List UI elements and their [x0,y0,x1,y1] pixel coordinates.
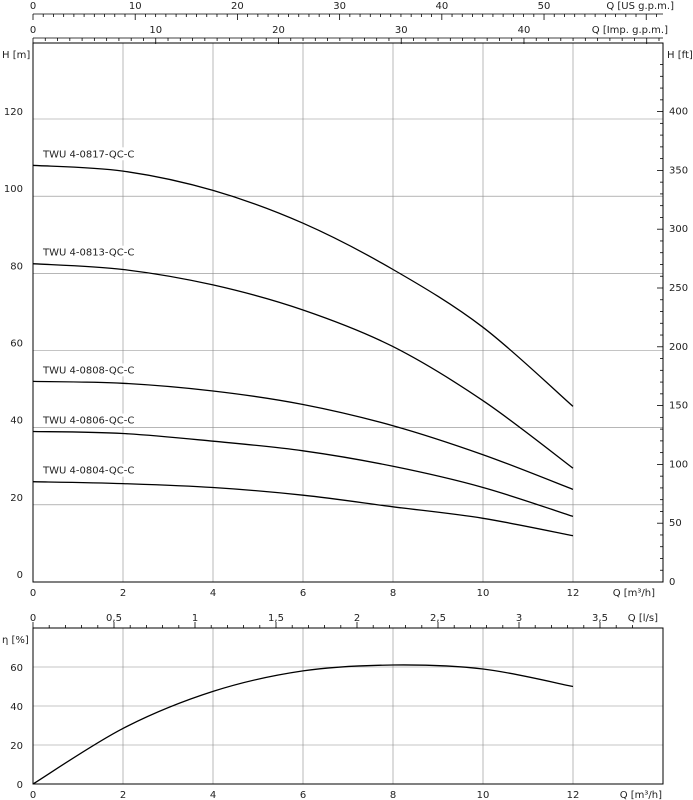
h-ft-axis-label: H [ft] [667,50,693,61]
q-m3h-tick-label: 4 [210,790,216,800]
h-ft-tick-label: 50 [669,518,682,529]
h-ft-tick-label: 200 [669,342,688,353]
imp-gpm-tick-label: 30 [395,25,408,36]
plot-frame [32,42,664,583]
q-ls-tick-label: 0,5 [106,613,122,624]
head-curve [32,263,574,469]
imp-gpm-tick-label: 20 [272,25,285,36]
us-gpm-tick-label: 40 [435,1,448,12]
h-ft-tick-label: 250 [669,283,688,294]
q-m3h-axis-label: Q [m³/h] [613,588,655,599]
q-m3h-tick-label: 4 [210,588,216,599]
q-ls-tick-label: 2 [354,613,360,624]
h-ft-tick-label: 400 [669,107,688,118]
q-m3h-tick-label: 2 [120,790,126,800]
q-ls-tick-label: 0 [30,613,36,624]
q-m3h-tick-label: 6 [300,588,306,599]
h-m-tick-label: 120 [4,107,23,118]
q-m3h-tick-label: 0 [30,790,36,800]
us-gpm-tick-label: 30 [333,1,346,12]
curve-label: TWU 4-0808-QC-C [42,365,134,376]
curve-label: TWU 4-0804-QC-C [42,466,134,477]
imp-gpm-axis-label: Q [Imp. g.p.m.] [592,25,668,36]
eta-tick-label: 40 [10,702,23,713]
us-gpm-axis-label: Q [US g.p.m.] [606,1,674,12]
plot-frame [32,627,664,785]
h-ft-tick-label: 300 [669,224,688,235]
curve-label-bg [40,363,160,377]
efficiency-curve [32,664,574,785]
us-gpm-tick-label: 50 [538,1,551,12]
head-curve [32,380,574,491]
q-m3h-tick-label: 10 [477,790,490,800]
h-ft-tick-label: 150 [669,401,688,412]
h-m-tick-label: 80 [10,261,23,272]
h-m-tick-label: 0 [17,570,23,581]
head-chart: 0 10 20 30 40 50 Q [US g.p.m.]0 10 20 30 40 Q [Imp.… [2,1,693,599]
q-m3h-axis-label: Q [m³/h] [620,790,662,800]
us-gpm-tick-label: 20 [231,1,244,12]
curve-label-bg [40,147,160,161]
curve-label: TWU 4-0817-QC-C [42,149,134,160]
h-ft-tick-label: 100 [669,459,688,470]
h-ft-tick-label: 0 [669,577,675,588]
h-m-tick-label: 40 [10,416,23,427]
q-m3h-tick-label: 10 [477,588,490,599]
h-m-tick-label: 100 [4,184,23,195]
head-curve [32,164,574,407]
imp-gpm-tick-label: 40 [518,25,531,36]
h-m-tick-label: 60 [10,339,23,350]
curve-label-bg [40,463,160,477]
imp-gpm-tick-label: 0 [30,25,36,36]
us-gpm-tick-label: 0 [30,1,36,12]
curve-label: TWU 4-0813-QC-C [42,248,134,259]
eta-axis-label: η [%] [2,635,29,646]
q-ls-tick-label: 2,5 [430,613,446,624]
eta-tick-label: 20 [10,741,23,752]
q-m3h-tick-label: 8 [390,790,396,800]
head-curve [32,481,574,537]
q-m3h-tick-label: 0 [30,588,36,599]
h-m-axis-label: H [m] [2,50,30,61]
q-ls-axis-label: Q [l/s] [628,613,658,624]
curve-label-bg [40,413,160,427]
head-curve [32,430,574,518]
q-ls-tick-label: 1 [192,613,198,624]
q-m3h-tick-label: 2 [120,588,126,599]
q-m3h-tick-label: 6 [300,790,306,800]
eta-tick-label: 0 [17,780,23,791]
us-gpm-tick-label: 10 [129,1,142,12]
imp-gpm-tick-label: 10 [149,25,162,36]
q-ls-tick-label: 3,5 [592,613,608,624]
q-m3h-tick-label: 8 [390,588,396,599]
q-ls-tick-label: 1,5 [268,613,284,624]
h-ft-tick-label: 350 [669,165,688,176]
eta-tick-label: 60 [10,663,23,674]
q-m3h-tick-label: 12 [567,790,580,800]
q-ls-tick-label: 3 [516,613,522,624]
curve-label-bg [40,245,160,259]
q-m3h-tick-label: 12 [567,588,580,599]
h-m-tick-label: 20 [10,493,23,504]
curve-label: TWU 4-0806-QC-C [42,416,134,427]
